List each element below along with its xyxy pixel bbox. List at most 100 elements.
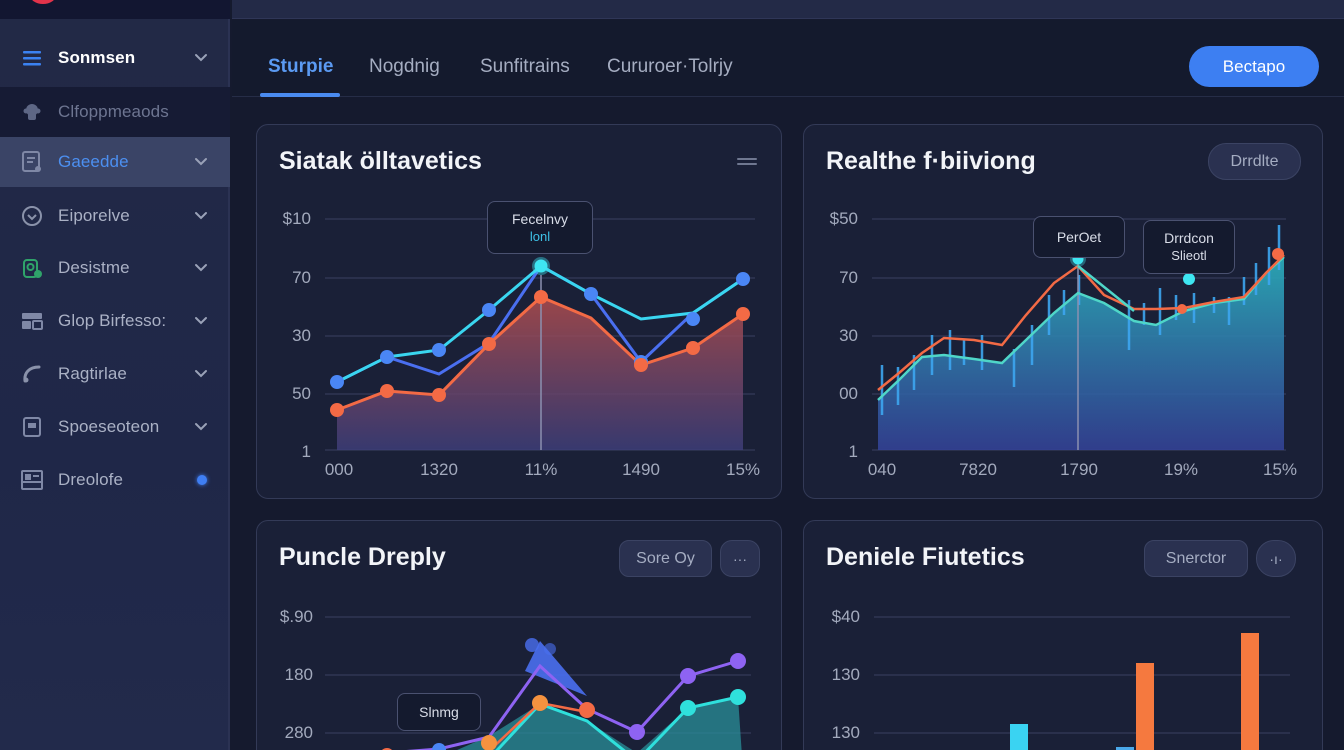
y-tick: $.90: [279, 607, 313, 626]
chevron-down-icon[interactable]: [192, 312, 210, 330]
chevron-down-icon[interactable]: [192, 153, 210, 171]
x-tick: 040: [867, 460, 897, 479]
sidebar: Sonmsen Clfoppmeaods Gaeedde Eiporelve D…: [0, 19, 230, 750]
sidebar-item-label: Dreolofe: [58, 470, 124, 489]
x-tick: 15%: [1262, 460, 1298, 479]
user-badge-icon: [20, 256, 44, 280]
y-tick: 70: [839, 268, 858, 287]
grid-icon: [20, 309, 44, 333]
y-tick: 130: [831, 665, 860, 684]
sidebar-item-profile[interactable]: Dreolofe: [0, 455, 230, 505]
y-tick: $10: [282, 209, 311, 228]
sidebar-item-label: Gaeedde: [58, 152, 129, 171]
more-options-button[interactable]: ·ı·: [1256, 540, 1296, 577]
tab-cururoer-tolrjy[interactable]: Cururoer·Tolrjy: [607, 56, 733, 77]
more-options-button[interactable]: ···: [720, 540, 760, 577]
sidebar-item-plugins[interactable]: Clfoppmeaods: [0, 87, 230, 137]
sidebar-item-spaces[interactable]: Spoeseoteon: [0, 402, 230, 452]
chevron-down-icon[interactable]: [192, 418, 210, 436]
card-title: Realthe f·biiviong: [826, 147, 1036, 175]
tooltip-value: Slieotl: [1171, 248, 1207, 263]
y-tick: 70: [292, 268, 311, 287]
tooltip-title: Slnmg: [419, 704, 459, 720]
y-tick: $50: [829, 209, 858, 228]
layout-icon: [20, 468, 44, 492]
status-dot-icon: [197, 475, 207, 485]
chevron-down-icon[interactable]: [192, 207, 210, 225]
sidebar-item-guide[interactable]: Gaeedde: [0, 137, 230, 187]
sidebar-item-design[interactable]: Desistme: [0, 243, 230, 293]
x-tick: 7820: [959, 460, 997, 479]
clock-check-icon: [20, 204, 44, 228]
chevron-down-icon[interactable]: [192, 49, 210, 67]
main-header: Sturpie Nogdnig Sunfitrains Cururoer·Tol…: [232, 20, 1344, 97]
card-title: Siatak ölltavetics: [279, 147, 482, 175]
tooltip-title: PerOet: [1056, 229, 1102, 245]
sidebar-item-label: Clfoppmeaods: [58, 102, 169, 121]
x-tick: 1490: [622, 460, 660, 479]
chart-tooltip: Slnmg: [397, 693, 481, 731]
sidebar-item-label: Desistme: [58, 258, 130, 277]
selector-button[interactable]: Snerctor: [1144, 540, 1248, 577]
chart-tooltip: Drrdcon Slieotl: [1143, 220, 1235, 274]
sidebar-item-glop[interactable]: Glop Birfesso:: [0, 296, 230, 346]
y-tick: 130: [831, 723, 860, 742]
x-tick: 19%: [1163, 460, 1199, 479]
puzzle-icon: [20, 100, 44, 124]
bar-chart: [874, 616, 1290, 750]
sidebar-item-label: Eiporelve: [58, 206, 130, 225]
y-tick: 30: [839, 326, 858, 345]
x-tick: 1790: [1060, 460, 1098, 479]
brand-logo-icon[interactable]: [30, 0, 56, 4]
filter-chip-button[interactable]: Drrdlte: [1208, 143, 1301, 180]
chart-card-deniele-fiutetics: Deniele Fiutetics Snerctor ·ı· $40 130 1…: [803, 520, 1323, 750]
y-tick: 180: [284, 665, 313, 684]
chart-card-realtime: Realthe f·biiviong Drrdlte $50 70 30 00 …: [803, 124, 1323, 499]
active-tab-indicator: [260, 93, 340, 97]
x-tick: 1320: [420, 460, 458, 479]
primary-action-button[interactable]: Bectapo: [1189, 46, 1319, 87]
sidebar-item-label: Spoeseoteon: [58, 417, 160, 436]
tab-nogdnig[interactable]: Nogdnig: [369, 56, 440, 77]
chevron-down-icon[interactable]: [192, 365, 210, 383]
card-title: Puncle Dreply: [279, 543, 446, 571]
sidebar-item-label: Ragtirlae: [58, 364, 127, 383]
y-tick: 50: [292, 384, 311, 403]
chevron-down-icon[interactable]: [192, 259, 210, 277]
chart-card-statistics: Siatak ölltavetics $10 70 30 50 1: [256, 124, 782, 499]
y-tick: 1: [848, 442, 858, 461]
card-title: Deniele Fiutetics: [826, 543, 1025, 571]
sort-by-button[interactable]: Sore Oy: [619, 540, 712, 577]
chart-card-puncle-dreply: Puncle Dreply Sore Oy ··· $.90 180 280 S…: [256, 520, 782, 750]
y-tick: $40: [831, 607, 860, 626]
sidebar-item-explore[interactable]: Eiporelve: [0, 191, 230, 241]
tooltip-value: lonl: [529, 228, 551, 244]
chart-tooltip: Fecelnvy lonl: [487, 201, 593, 254]
chart-tooltip: PerOet: [1033, 216, 1125, 258]
line-chart: [325, 218, 755, 451]
phone-icon: [20, 362, 44, 386]
card-menu-icon[interactable]: [737, 155, 757, 169]
sidebar-item-label: Sonmsen: [58, 48, 136, 67]
multi-line-chart: [325, 616, 751, 750]
tooltip-title: Fecelnvy: [511, 210, 569, 227]
tooltip-title: Drrdcon: [1164, 230, 1214, 246]
menu-icon: [20, 46, 44, 70]
tab-sturpie[interactable]: Sturpie: [268, 56, 334, 77]
y-tick: 1: [301, 442, 311, 461]
x-tick: 000: [324, 460, 354, 479]
document-icon: [20, 150, 44, 174]
sidebar-item-label: Glop Birfesso:: [58, 311, 167, 330]
x-tick: 11%: [524, 460, 558, 479]
sidebar-item-registration[interactable]: Ragtirlae: [0, 349, 230, 399]
y-tick: 00: [839, 384, 858, 403]
store-icon: [20, 415, 44, 439]
y-tick: 30: [292, 326, 311, 345]
area-chart: [872, 218, 1286, 451]
brand-bar: [0, 0, 230, 19]
y-tick: 280: [284, 723, 313, 742]
x-tick: 15%: [725, 460, 761, 479]
sidebar-item-menu[interactable]: Sonmsen: [0, 33, 230, 83]
top-bar: [232, 0, 1344, 19]
tab-sunfitrains[interactable]: Sunfitrains: [480, 56, 570, 77]
